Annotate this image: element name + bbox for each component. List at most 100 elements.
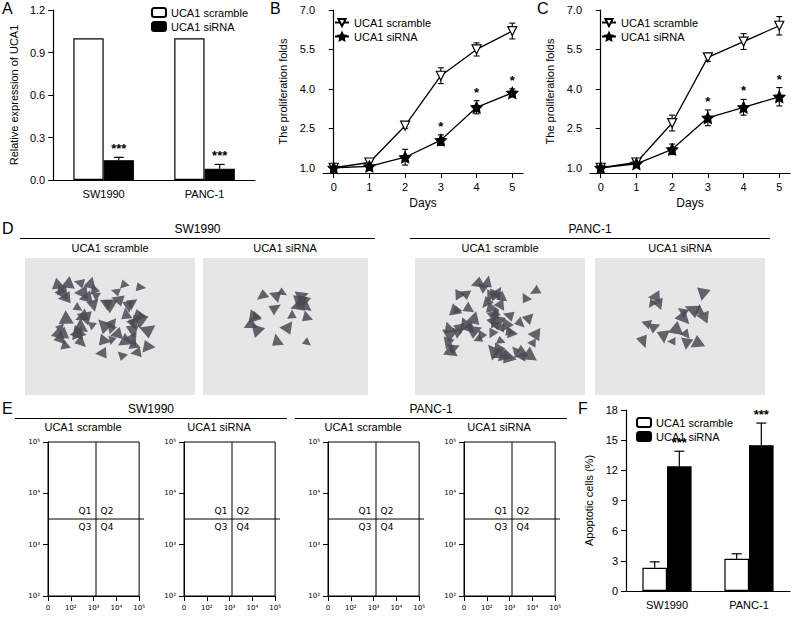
svg-text:Q1: Q1	[215, 506, 228, 516]
svg-text:UCA1 siRNA: UCA1 siRNA	[621, 31, 685, 43]
svg-text:5: 5	[776, 181, 782, 193]
svg-text:Q4: Q4	[101, 522, 114, 532]
svg-text:Q4: Q4	[237, 522, 250, 532]
svg-text:10³: 10³	[308, 541, 320, 549]
svg-text:2: 2	[669, 181, 675, 193]
svg-text:0: 0	[612, 585, 618, 597]
svg-text:*: *	[438, 119, 444, 134]
svg-text:10⁵: 10⁵	[308, 438, 320, 446]
svg-text:2.5: 2.5	[567, 122, 582, 134]
svg-text:The proliferation folds: The proliferation folds	[277, 38, 289, 144]
svg-text:0.0: 0.0	[30, 174, 45, 186]
svg-text:Q3: Q3	[359, 522, 372, 532]
svg-text:Apoptotic cells (%): Apoptotic cells (%)	[583, 455, 595, 546]
svg-text:Q1: Q1	[79, 506, 92, 516]
svg-text:***: ***	[754, 407, 770, 422]
svg-text:1.0: 1.0	[300, 162, 315, 174]
svg-text:4.0: 4.0	[300, 83, 315, 95]
svg-text:*: *	[777, 72, 783, 87]
svg-text:9: 9	[612, 495, 618, 507]
svg-text:Relative expression of UCA1: Relative expression of UCA1	[8, 25, 20, 166]
svg-text:10⁴: 10⁴	[110, 604, 122, 612]
svg-text:4.0: 4.0	[567, 83, 582, 95]
svg-text:*: *	[510, 73, 516, 88]
svg-text:Q1: Q1	[359, 506, 372, 516]
svg-text:10⁵: 10⁵	[549, 604, 561, 612]
svg-text:7.0: 7.0	[300, 4, 315, 16]
svg-text:Q4: Q4	[517, 522, 530, 532]
svg-text:4: 4	[474, 181, 480, 193]
svg-text:10³: 10³	[88, 604, 100, 612]
svg-text:10³: 10³	[504, 604, 516, 612]
svg-text:15: 15	[606, 434, 618, 446]
svg-text:5.5: 5.5	[300, 43, 315, 55]
svg-text:5: 5	[509, 181, 515, 193]
svg-text:10³: 10³	[224, 604, 236, 612]
svg-text:10²: 10²	[345, 604, 357, 612]
svg-text:0: 0	[598, 181, 604, 193]
svg-text:UCA1 siRNA: UCA1 siRNA	[171, 21, 235, 33]
svg-text:1: 1	[633, 181, 639, 193]
svg-text:12: 12	[606, 464, 618, 476]
svg-text:10⁵: 10⁵	[413, 604, 425, 612]
svg-text:3: 3	[705, 181, 711, 193]
svg-text:Q2: Q2	[517, 506, 530, 516]
svg-text:***: ***	[111, 141, 127, 156]
svg-text:Q3: Q3	[495, 522, 508, 532]
svg-text:1.2: 1.2	[30, 4, 45, 16]
svg-text:*: *	[741, 83, 747, 98]
svg-text:UCA1 scramble: UCA1 scramble	[354, 17, 431, 29]
svg-text:1: 1	[366, 181, 372, 193]
svg-text:10⁵: 10⁵	[28, 438, 40, 446]
svg-text:SW1990: SW1990	[646, 599, 688, 611]
svg-text:10²: 10²	[65, 604, 77, 612]
svg-text:3: 3	[438, 181, 444, 193]
svg-text:1.0: 1.0	[567, 162, 582, 174]
svg-text:10³: 10³	[368, 604, 380, 612]
svg-text:10⁵: 10⁵	[133, 604, 145, 612]
svg-text:6: 6	[612, 525, 618, 537]
svg-text:18: 18	[606, 404, 618, 416]
svg-text:0.9: 0.9	[30, 47, 45, 59]
svg-text:*: *	[474, 85, 480, 100]
svg-text:4: 4	[741, 181, 747, 193]
svg-text:10³: 10³	[164, 541, 176, 549]
svg-text:***: ***	[672, 435, 688, 450]
svg-text:UCA1 siRNA: UCA1 siRNA	[354, 31, 418, 43]
svg-text:10²: 10²	[308, 592, 320, 600]
svg-text:10²: 10²	[28, 592, 40, 600]
svg-text:10²: 10²	[481, 604, 493, 612]
svg-text:UCA1 siRNA: UCA1 siRNA	[656, 431, 720, 443]
svg-text:10²: 10²	[201, 604, 213, 612]
svg-text:10⁴: 10⁴	[164, 489, 176, 497]
svg-text:10⁵: 10⁵	[269, 604, 281, 612]
svg-text:10⁴: 10⁴	[308, 489, 320, 497]
svg-text:*: *	[705, 94, 711, 109]
svg-text:3: 3	[612, 555, 618, 567]
svg-text:Days: Days	[409, 196, 436, 210]
svg-text:Days: Days	[676, 196, 703, 210]
svg-text:2.5: 2.5	[300, 122, 315, 134]
svg-text:10⁵: 10⁵	[444, 438, 456, 446]
svg-text:0: 0	[326, 604, 330, 612]
svg-text:10²: 10²	[444, 592, 456, 600]
svg-text:PANC-1: PANC-1	[185, 188, 225, 200]
svg-text:The proliferation folds: The proliferation folds	[544, 38, 556, 144]
svg-text:0: 0	[462, 604, 466, 612]
svg-text:10²: 10²	[164, 592, 176, 600]
svg-text:Q2: Q2	[381, 506, 394, 516]
svg-text:SW1990: SW1990	[83, 188, 125, 200]
svg-text:0.3: 0.3	[30, 132, 45, 144]
svg-text:10⁴: 10⁴	[444, 489, 456, 497]
svg-text:0: 0	[331, 181, 337, 193]
svg-text:Q3: Q3	[79, 522, 92, 532]
svg-text:UCA1 scramble: UCA1 scramble	[171, 7, 248, 19]
svg-text:UCA1 scramble: UCA1 scramble	[621, 17, 698, 29]
svg-text:10⁴: 10⁴	[526, 604, 538, 612]
svg-text:***: ***	[212, 148, 228, 163]
svg-text:PANC-1: PANC-1	[729, 599, 769, 611]
svg-text:Q2: Q2	[237, 506, 250, 516]
svg-text:0: 0	[182, 604, 186, 612]
svg-text:10⁴: 10⁴	[390, 604, 402, 612]
svg-text:Q3: Q3	[215, 522, 228, 532]
